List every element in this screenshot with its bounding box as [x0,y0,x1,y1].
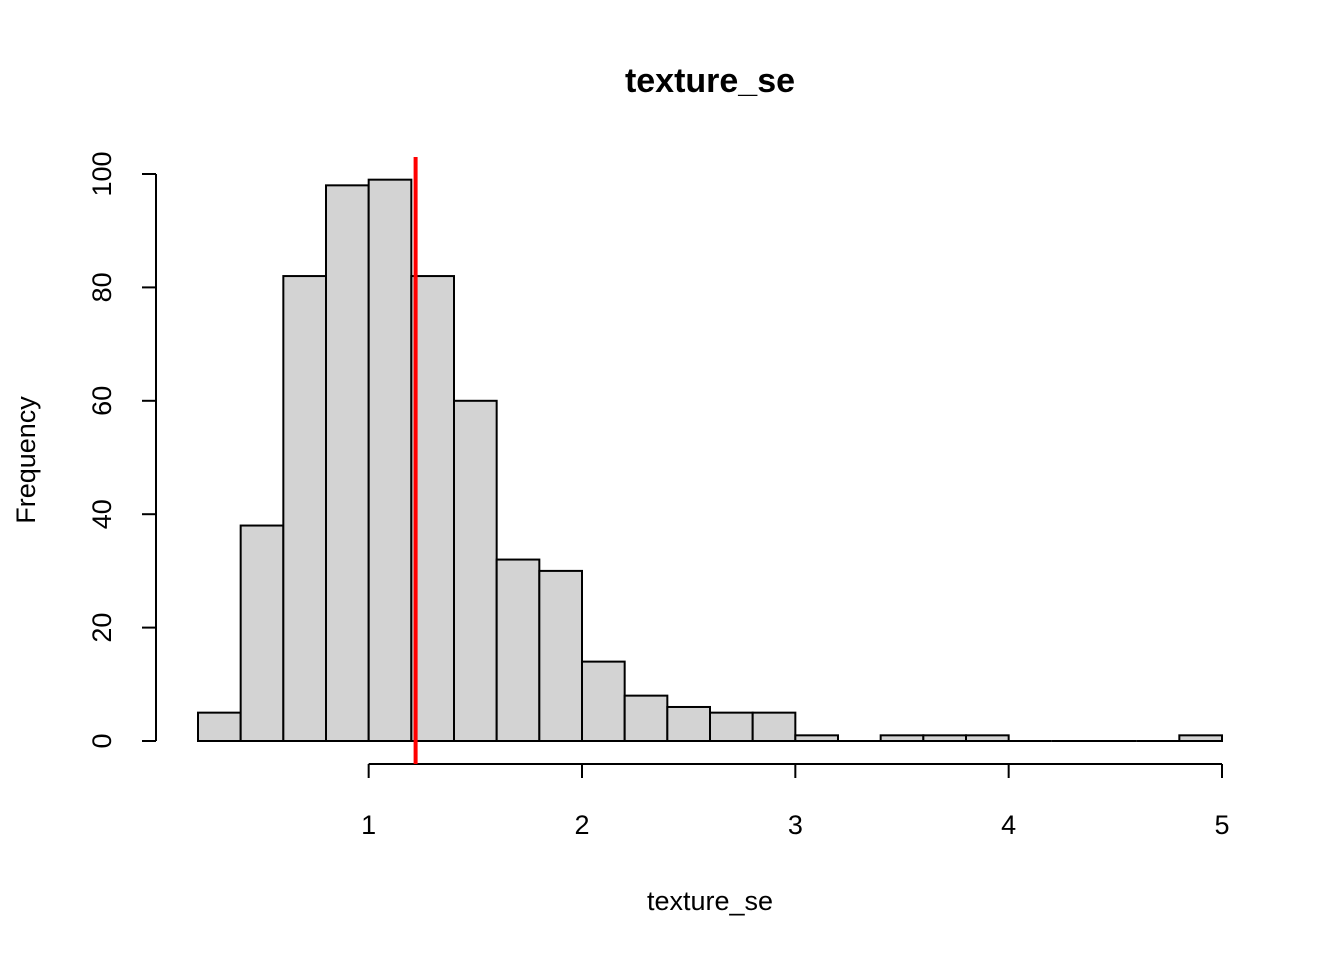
y-axis: 0 20 40 60 80 100 [87,151,157,749]
bars-group [197,178,1224,743]
y-tick-label: 40 [87,499,117,529]
histogram-bar [282,275,328,742]
histogram-bar [197,711,242,743]
x-tick-label: 4 [1001,810,1016,840]
histogram-bar [709,711,754,743]
histogram-bar [239,524,285,742]
histogram-bar [751,711,797,743]
histogram-bar [581,660,626,742]
chart-title: texture_se [625,62,795,100]
x-tick-label: 2 [574,810,589,840]
histogram-bar [965,734,1010,743]
y-tick-label: 100 [87,151,117,196]
histogram-bar [538,569,583,743]
y-tick-label: 60 [87,386,117,416]
histogram-bar [410,275,456,742]
x-axis-label: texture_se [647,886,773,916]
x-tick-label: 5 [1214,810,1229,840]
histogram-bar [325,184,370,742]
histogram-bar [367,178,413,743]
histogram-bar [1178,734,1224,743]
histogram-bar [794,734,839,743]
y-tick-label: 0 [87,733,117,748]
x-tick-label: 1 [361,810,376,840]
histogram-bar [453,399,498,742]
y-tick-label: 20 [87,613,117,643]
x-tick-label: 3 [788,810,803,840]
histogram-bar [922,734,967,743]
histogram-bar [495,558,541,742]
histogram-bar [879,734,925,743]
y-axis-label: Frequency [11,396,41,524]
x-axis: 1 2 3 4 5 [361,763,1230,840]
histogram-bar [666,705,711,742]
histogram-bar [623,694,669,743]
y-tick-label: 80 [87,272,117,302]
